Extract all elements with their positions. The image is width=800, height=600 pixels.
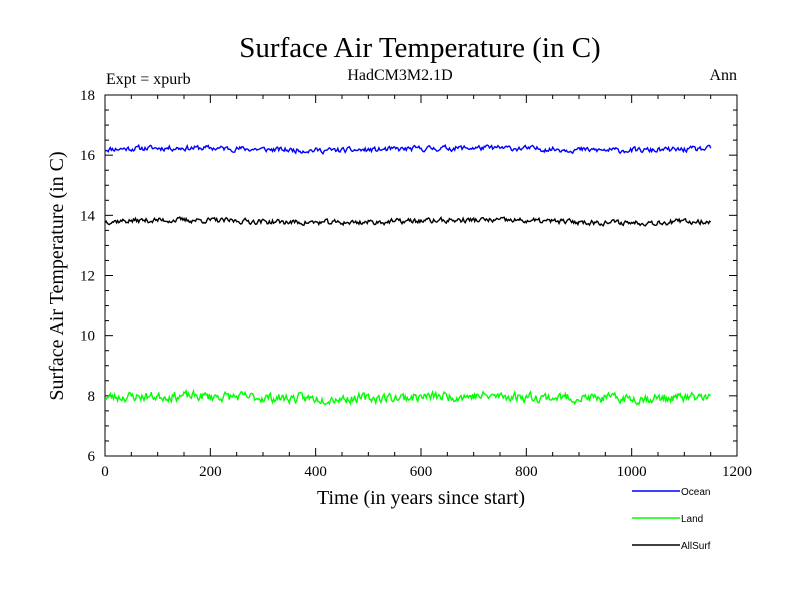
- x-tick-label: 800: [515, 464, 538, 480]
- y-tick-label: 14: [80, 208, 96, 224]
- series-line-land: [104, 388, 711, 406]
- subtitle-left: Expt = xpurb: [106, 71, 191, 88]
- x-tick-label: 600: [410, 464, 433, 480]
- y-tick-label: 10: [80, 329, 95, 345]
- y-tick-label: 18: [80, 88, 95, 104]
- y-tick-label: 8: [88, 389, 96, 405]
- subtitle-right: Ann: [709, 67, 737, 84]
- y-tick-label: 12: [80, 269, 95, 285]
- series-line-ocean: [104, 143, 712, 155]
- x-tick-label: 0: [101, 464, 109, 480]
- chart-title: Surface Air Temperature (in C): [239, 32, 600, 64]
- subtitle-center: HadCM3M2.1D: [347, 67, 452, 84]
- legend-label-allsurf: AllSurf: [681, 541, 711, 552]
- series-line-allsurf: [104, 215, 712, 227]
- x-axis-label: Time (in years since start): [317, 487, 525, 509]
- x-tick-label: 1000: [617, 464, 647, 480]
- legend-label-land: Land: [681, 514, 703, 525]
- x-tick-label: 1200: [722, 464, 752, 480]
- y-tick-label: 6: [88, 449, 96, 465]
- y-ticks: 6 8 10 12 14 16 18: [80, 88, 737, 465]
- y-tick-label: 16: [80, 148, 96, 164]
- x-ticks: 0 200 400 600 800 1000 1200: [101, 95, 752, 480]
- legend-label-ocean: Ocean: [681, 487, 710, 498]
- legend: Ocean Land AllSurf: [632, 487, 711, 552]
- x-tick-label: 200: [199, 464, 222, 480]
- series-lines: [104, 143, 712, 406]
- x-tick-label: 400: [304, 464, 327, 480]
- y-axis-label: Surface Air Temperature (in C): [46, 151, 68, 400]
